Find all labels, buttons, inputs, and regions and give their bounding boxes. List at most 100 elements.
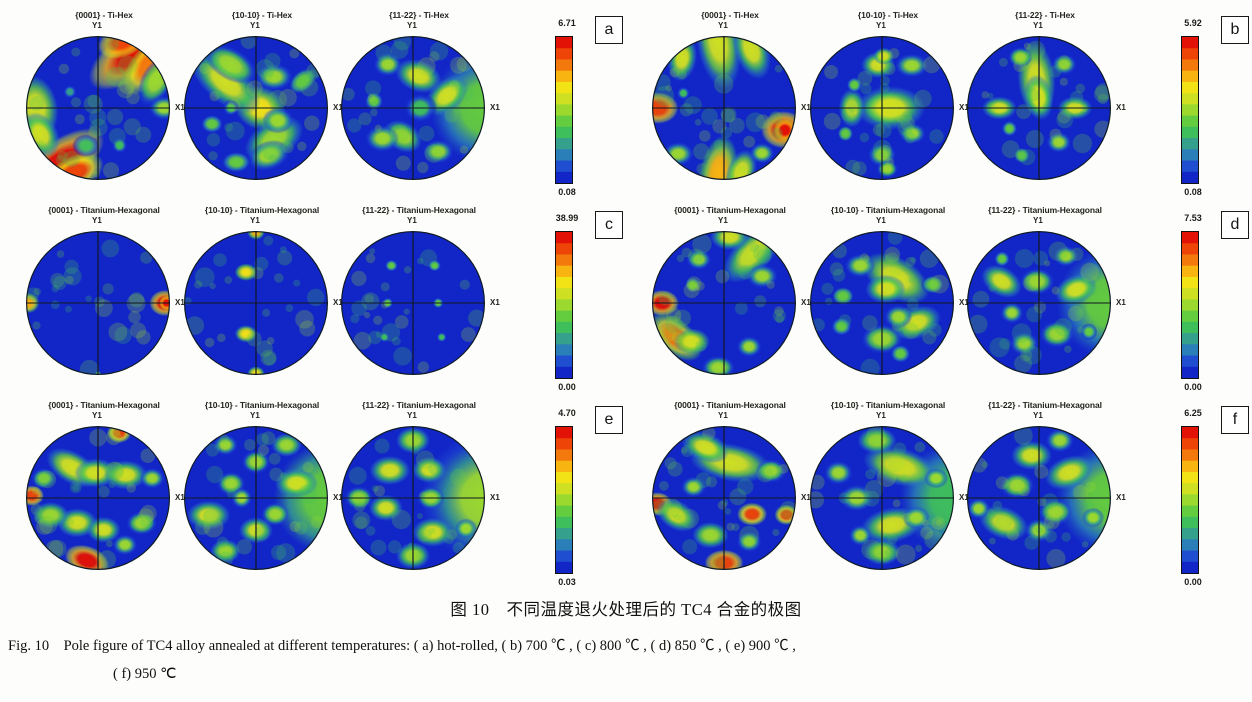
panel-label-b: b [1221,16,1249,44]
pole-figure-disc [336,224,492,381]
y-axis-label: Y1 [1033,216,1043,225]
colorbar-gradient [555,231,573,379]
y-axis-label: Y1 [92,216,102,225]
x-axis-label: X1 [801,103,811,112]
pole-figure-title: {0001} - Ti-Hex [701,10,759,20]
colorbar-max-value: 5.92 [1184,18,1202,28]
pole-figure-a-3: {11-22} - Ti-Hex Y1 X1 [336,10,501,186]
pole-figure-title: {10-10} - Titanium-Hexagonal [830,400,946,410]
panel-label-f: f [1221,406,1249,434]
pole-figure-disc [805,29,961,186]
pole-figure-title: {0001} - Ti-Hex [75,10,133,20]
y-axis-label: Y1 [407,411,417,420]
x-axis-label: X1 [490,298,500,307]
pole-figure-title: {10-10} - Titanium-Hexagonal [204,205,320,215]
colorbar-max-value: 6.25 [1184,408,1202,418]
pole-figure-d-1: {0001} - Titanium-Hexagonal Y1 X1 [647,205,812,381]
caption-english-line2: ( f) 950 ℃ [113,666,177,683]
x-axis-label: X1 [175,298,185,307]
pole-figure-title: {0001} - Titanium-Hexagonal [674,205,786,215]
pole-figure-b-1: {0001} - Ti-Hex Y1 X1 [647,10,812,186]
pole-figure-f-3: {11-22} - Titanium-Hexagonal Y1 X1 [962,400,1127,576]
x-axis-label: X1 [333,103,343,112]
pole-figure-disc [962,29,1118,186]
pole-figure-disc [336,29,492,186]
y-axis-label: Y1 [407,216,417,225]
y-axis-label: Y1 [718,411,728,420]
y-axis-label: Y1 [250,411,260,420]
pole-figure-disc [336,419,492,576]
pole-figure-a-1: {0001} - Ti-Hex Y1 X1 [21,10,186,186]
y-axis-label: Y1 [92,411,102,420]
pole-figure-e-3: {11-22} - Titanium-Hexagonal Y1 X1 [336,400,501,576]
pole-figure-e-1: {0001} - Titanium-Hexagonal Y1 X1 [21,400,186,576]
pole-figure-title: {10-10} - Titanium-Hexagonal [830,205,946,215]
pole-figure-title: {0001} - Titanium-Hexagonal [674,400,786,410]
caption-english-line1: Fig. 10 Pole figure of TC4 alloy anneale… [8,638,796,654]
pole-figure-disc [21,224,177,381]
pole-figure-d-3: {11-22} - Titanium-Hexagonal Y1 X1 [962,205,1127,381]
pole-figure-title: {10-10} - Ti-Hex [857,10,919,20]
colorbar-min-value: 0.08 [558,187,576,197]
pole-figure-title: {11-22} - Titanium-Hexagonal [988,205,1102,215]
x-axis-label: X1 [1116,103,1126,112]
pole-figure-title: {10-10} - Titanium-Hexagonal [204,400,320,410]
panel-label-d: d [1221,211,1249,239]
x-axis-label: X1 [801,298,811,307]
pole-figure-title: {0001} - Titanium-Hexagonal [48,400,160,410]
colorbar-b: 5.92 0.08 [1179,10,1239,200]
colorbar-f: 6.25 0.00 [1179,400,1239,590]
pole-figure-b-3: {11-22} - Ti-Hex Y1 X1 [962,10,1127,186]
colorbar-gradient [555,426,573,574]
pole-figure-disc [805,419,961,576]
colorbar-gradient [555,36,573,184]
colorbar-a: 6.71 0.08 [553,10,613,200]
pole-figure-disc [647,29,803,186]
pole-figure-c-3: {11-22} - Titanium-Hexagonal Y1 X1 [336,205,501,381]
colorbar-e: 4.70 0.03 [553,400,613,590]
pole-figure-c-1: {0001} - Titanium-Hexagonal Y1 X1 [21,205,186,381]
colorbar-gradient [1181,426,1199,574]
y-axis-label: Y1 [876,21,886,30]
colorbar-max-value: 7.53 [1184,213,1202,223]
colorbar-gradient [1181,36,1199,184]
y-axis-label: Y1 [250,216,260,225]
colorbar-max-value: 38.99 [555,213,579,223]
colorbar-max-value: 4.70 [558,408,576,418]
figure-caption: 图 10 不同温度退火处理后的 TC4 合金的极图 Fig. 10 Pole f… [0,588,1252,702]
x-axis-label: X1 [490,103,500,112]
x-axis-label: X1 [333,298,343,307]
pole-figure-disc [647,224,803,381]
x-axis-label: X1 [175,493,185,502]
colorbar-min-value: 0.00 [1184,577,1202,587]
x-axis-label: X1 [1116,493,1126,502]
colorbar-c: 38.99 0.00 [553,205,613,395]
panel-b: {0001} - Ti-Hex Y1 X1 {10-10} - Ti-Hex Y1 X1{… [626,10,1252,200]
pole-figure-disc [647,419,803,576]
pole-figure-disc [179,224,335,381]
y-axis-label: Y1 [718,21,728,30]
pole-figure-b-2: {10-10} - Ti-Hex Y1 X1 [805,10,970,186]
y-axis-label: Y1 [718,216,728,225]
panel-f: {0001} - Titanium-Hexagonal Y1 X1 {10-10} -… [626,400,1252,590]
pole-figure-disc [962,419,1118,576]
pole-figure-e-2: {10-10} - Titanium-Hexagonal Y1 X1 [179,400,344,576]
caption-chinese: 图 10 不同温度退火处理后的 TC4 合金的极图 [450,600,802,619]
x-axis-label: X1 [959,298,969,307]
pole-figure-disc [179,29,335,186]
pole-figure-title: {0001} - Titanium-Hexagonal [48,205,160,215]
x-axis-label: X1 [490,493,500,502]
colorbar-min-value: 0.03 [558,577,576,587]
colorbar-min-value: 0.08 [1184,187,1202,197]
pole-figure-title: {11-22} - Ti-Hex [389,10,449,20]
x-axis-label: X1 [959,493,969,502]
pole-figure-disc [962,224,1118,381]
pole-figure-title: {10-10} - Ti-Hex [231,10,293,20]
pole-figure-title: {11-22} - Ti-Hex [1015,10,1075,20]
y-axis-label: Y1 [250,21,260,30]
panel-a: {0001} - Ti-Hex Y1 X1 {10-10} - Ti-Hex Y1 X1{… [0,10,626,200]
pole-figure-grid: {0001} - Ti-Hex Y1 X1 {10-10} - Ti-Hex Y1 X1{… [0,10,1252,590]
pole-figure-disc [805,224,961,381]
pole-figure-f-2: {10-10} - Titanium-Hexagonal Y1 X1 [805,400,970,576]
pole-figure-title: {11-22} - Titanium-Hexagonal [988,400,1102,410]
